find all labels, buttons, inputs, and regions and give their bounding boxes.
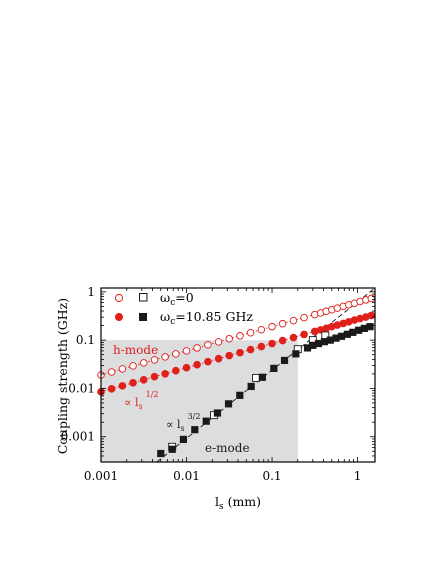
fit-line-2 [156, 288, 375, 462]
point-open-circle [107, 368, 116, 376]
point-filled-square [202, 417, 210, 425]
point-open-circle [289, 316, 298, 325]
point-open-circle [182, 347, 191, 355]
h-mode-label: h-mode [113, 343, 158, 357]
point-filled-square [303, 344, 312, 352]
point-open-circle [139, 359, 148, 367]
y-tick-label: 0.01 [68, 381, 95, 395]
point-open-circle [161, 353, 169, 361]
data-points-layer [97, 294, 376, 458]
x-tick-label: 1 [354, 469, 362, 483]
point-filled-square [337, 332, 346, 340]
point-filled-circle [236, 348, 244, 357]
point-filled-circle [333, 321, 342, 329]
point-filled-square [157, 449, 165, 458]
point-filled-square [247, 382, 255, 391]
y-tick-label: 0.1 [76, 333, 95, 347]
point-open-circle [246, 329, 255, 337]
sqrt-scaling-label: ∝ ls1/2 [124, 390, 158, 411]
point-filled-square [355, 326, 363, 334]
point-open-square [252, 373, 260, 382]
legend-label-omega-10-85: ωc=10.85 GHz [160, 309, 253, 327]
shaded-region-layer [101, 340, 298, 462]
point-open-circle [118, 365, 127, 373]
point-filled-circle [278, 336, 287, 345]
point-open-circle [268, 322, 276, 331]
point-filled-circle [129, 378, 137, 387]
point-open-circle [257, 326, 266, 334]
y-tick-label: 0.001 [61, 430, 95, 444]
legend-open-circle-marker [114, 293, 124, 303]
point-filled-square [191, 426, 199, 434]
point-filled-square [314, 339, 323, 348]
point-filled-square [343, 330, 351, 338]
point-filled-square [320, 338, 329, 346]
point-open-circle [150, 356, 159, 364]
point-filled-square [224, 400, 233, 408]
point-filled-square [349, 328, 357, 336]
legend-filled-circle-marker [115, 313, 123, 321]
point-open-circle [278, 319, 287, 328]
point-filled-circle [289, 333, 298, 342]
x-tick-label: 0.001 [84, 469, 118, 483]
point-filled-circle [172, 366, 180, 375]
point-filled-square [168, 445, 176, 453]
point-filled-circle [356, 314, 364, 323]
point-filled-square [366, 323, 374, 331]
point-filled-square [280, 356, 289, 365]
y-axis-label: Coupling strength (GHz) [55, 298, 70, 454]
point-filled-square [332, 334, 340, 342]
x-axis-label: ls (mm) [215, 494, 261, 512]
point-open-circle [129, 362, 137, 370]
point-filled-square [360, 324, 368, 332]
point-filled-circle [193, 360, 201, 369]
legend-open-square-marker [139, 293, 148, 302]
point-filled-circle [150, 372, 159, 381]
point-open-circle [214, 338, 223, 346]
point-filled-circle [367, 311, 376, 320]
x-tick-label: 0.1 [262, 469, 281, 483]
point-filled-square [270, 364, 278, 372]
point-filled-square [309, 341, 317, 349]
point-open-circle [204, 341, 212, 349]
fit-lines-layer [101, 288, 375, 462]
point-filled-circle [300, 330, 308, 339]
point-open-circle [225, 334, 233, 343]
point-filled-circle [204, 357, 212, 366]
point-filled-square [179, 435, 188, 444]
point-open-circle [236, 332, 244, 340]
point-open-circle [193, 344, 201, 352]
x-tick-label: 0.01 [173, 469, 200, 483]
point-filled-circle [214, 354, 223, 363]
point-filled-circle [161, 369, 169, 378]
point-filled-circle [310, 327, 319, 336]
y-tick-label: 1 [87, 285, 95, 299]
point-filled-square [292, 350, 300, 358]
axis-ticks-layer: 0.001 0.01 0.1 1 0.001 0.01 0.1 1 [61, 285, 375, 483]
point-open-circle [172, 350, 180, 358]
point-filled-circle [139, 375, 148, 384]
point-filled-circle [118, 382, 127, 390]
point-filled-circle [107, 385, 116, 393]
point-filled-circle [257, 342, 266, 351]
shaded-region [101, 340, 298, 462]
point-filled-circle [225, 351, 234, 360]
point-filled-circle [246, 345, 255, 354]
e-mode-label: e-mode [205, 441, 250, 455]
point-filled-square [326, 336, 334, 344]
point-filled-square [213, 409, 222, 417]
pow-scaling-label: ∝ ls3/2 [166, 412, 200, 433]
point-open-circle [300, 313, 308, 322]
point-filled-circle [268, 339, 276, 348]
legend: ωc=0 ωc=10.85 GHz [114, 290, 253, 327]
legend-filled-square-marker [139, 313, 147, 321]
point-filled-circle [182, 363, 191, 372]
legend-label-omega-zero: ωc=0 [160, 290, 194, 308]
point-filled-square [236, 391, 244, 399]
point-filled-square [258, 373, 266, 381]
